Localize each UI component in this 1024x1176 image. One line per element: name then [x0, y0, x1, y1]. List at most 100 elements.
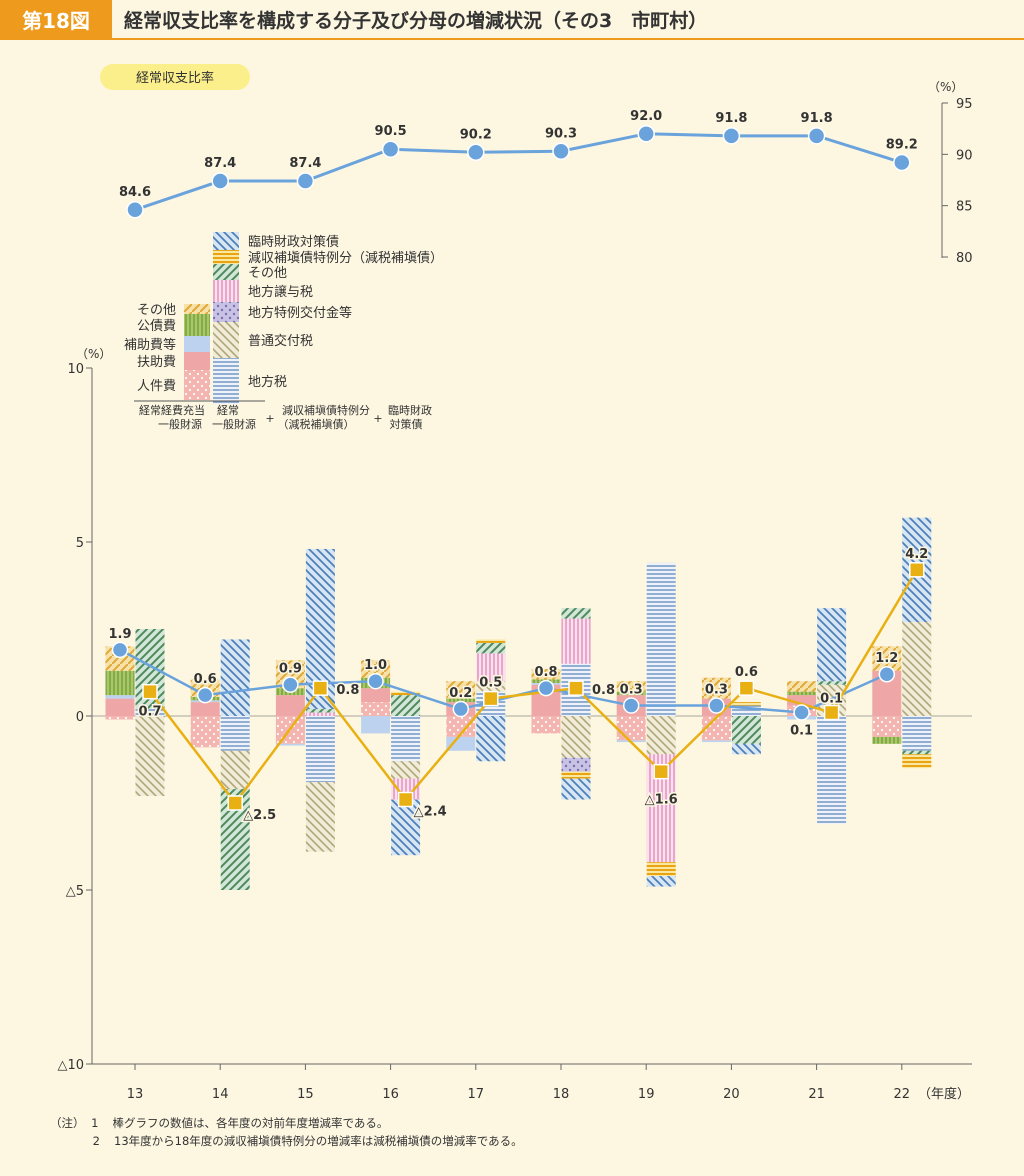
legend-swatch-numerator	[184, 304, 210, 314]
ratio-value-label: 92.0	[630, 109, 662, 124]
legend-swatch-numerator	[184, 352, 210, 370]
bar-denominator-rinji	[476, 716, 506, 762]
bar-denominator-rinji	[391, 799, 421, 856]
ratio-point	[637, 125, 655, 143]
numerator-point	[708, 697, 725, 714]
bar-denominator-futsu-kofuzei	[476, 681, 506, 692]
ratio-point	[211, 172, 229, 190]
bar-numerator-hojohi	[361, 716, 391, 734]
note-number: 2	[92, 1134, 100, 1148]
legend-swatch-denominator	[213, 232, 239, 250]
bar-denominator-rinji	[646, 876, 676, 887]
bar-denominator-rinji	[561, 778, 591, 800]
legend-label-denominator: その他	[248, 266, 287, 281]
bar-numerator-sonota-num	[616, 681, 646, 692]
bar-denominator-chihozei	[731, 705, 761, 716]
legend-label-denominator: 地方特例交付金等	[248, 305, 352, 321]
legend-swatch-denominator	[213, 358, 239, 404]
bar-denominator-genshu	[476, 639, 506, 643]
ratio-point	[296, 172, 315, 190]
bar-denominator-sonota-den	[902, 750, 932, 755]
legend-label-numerator: 公債費	[137, 319, 176, 334]
numerator-value-label: 0.9	[279, 662, 302, 677]
numerator-value-label: 0.2	[449, 686, 472, 701]
legend-label-denominator: 普通交付税	[248, 333, 313, 349]
numerator-value-label: 0.1	[790, 724, 813, 739]
ratio-value-label: 87.4	[204, 156, 236, 171]
change-x-tick-label: 17	[468, 1087, 485, 1102]
ratio-y-tick-label: 80	[956, 251, 973, 266]
change-x-unit: （年度）	[918, 1086, 970, 1102]
change-x-tick-label: 21	[808, 1087, 825, 1102]
bar-denominator-genshu	[391, 691, 421, 696]
bar-numerator-sonota-num	[787, 681, 817, 692]
ratio-point	[807, 127, 826, 145]
denominator-value-label: △2.4	[414, 805, 447, 820]
bar-denominator-rinji	[220, 639, 250, 716]
bar-numerator-kosaihi	[105, 670, 135, 696]
numerator-value-label: 0.8	[534, 665, 557, 680]
note-1: （注） 1 棒グラフの数値は、各年度の対前年度増減率である。	[50, 1114, 523, 1132]
ratio-line-chart: 経常収支比率 80 85 90 95 （%） 84.6 87.4 87.4 90.5 90.2 90.…	[100, 64, 973, 266]
numerator-point	[793, 704, 810, 721]
bar-denominator-sonota-den	[476, 642, 506, 654]
bar-denominator-genshu	[561, 771, 591, 779]
bar-denominator-futsu-kofuzei	[902, 622, 932, 716]
legend-caption-numerator: 経常経費充当	[139, 403, 205, 417]
denominator-change-line	[149, 569, 918, 806]
bar-denominator-futsu-kofuzei	[391, 761, 421, 779]
numerator-point	[367, 672, 384, 690]
bar-denominator-futsu-kofuzei	[305, 782, 335, 852]
denominator-value-label: △1.6	[645, 793, 678, 808]
change-x-tick-label: 15	[297, 1087, 314, 1102]
legend-caption-genshu: （減税補塡債）	[278, 417, 355, 431]
denominator-value-label: 0.8	[592, 683, 615, 698]
numerator-point	[878, 665, 896, 683]
legend-swatch-numerator	[184, 370, 210, 400]
numerator-value-label: 1.9	[108, 627, 131, 642]
denominator-point	[142, 683, 158, 700]
legend-label-denominator: 臨時財政対策債	[248, 234, 339, 250]
bar-numerator-jinkenhi	[872, 716, 902, 737]
legend-swatch-numerator	[184, 336, 210, 352]
denominator-point	[397, 791, 414, 808]
denominator-point	[568, 680, 584, 696]
ratio-value-label: 89.2	[886, 138, 918, 153]
ratio-y-tick-label: 90	[956, 148, 973, 163]
bar-denominator-futsu-kofuzei	[561, 716, 591, 758]
legend-swatch-denominator	[213, 264, 239, 280]
change-y-tick-label: 5	[76, 536, 84, 551]
bar-denominator-joyozei	[305, 712, 335, 716]
ratio-point	[126, 201, 144, 219]
numerator-point	[111, 641, 129, 659]
denominator-value-label: 0.6	[735, 665, 758, 680]
denominator-point	[483, 690, 499, 707]
bar-denominator-rinji	[817, 608, 847, 682]
legend-swatch-denominator	[213, 280, 239, 302]
bar-denominator-tokurei-kofukin	[561, 757, 591, 772]
bar-numerator-fujohi	[190, 702, 220, 716]
figure-number: 第18図	[0, 0, 112, 38]
bar-denominator-chihozei	[902, 716, 932, 751]
bar-denominator-rinji	[731, 743, 761, 755]
numerator-change-line	[119, 648, 888, 714]
ratio-value-label: 91.8	[715, 111, 747, 126]
denominator-value-label: 0.8	[336, 683, 359, 698]
numerator-point	[537, 679, 555, 697]
chart-area: 経常収支比率 80 85 90 95 （%） 84.6 87.4 87.4 90.5 90.2 90.…	[57, 64, 973, 1102]
note-number: 1	[91, 1116, 99, 1130]
ratio-value-label: 90.3	[545, 126, 577, 141]
legend-caption-genshu: 減収補塡債特例分	[282, 403, 370, 417]
legend-plus: +	[265, 412, 274, 425]
legend-label-numerator: その他	[137, 303, 176, 318]
bar-numerator-fujohi	[361, 688, 391, 703]
bar-numerator-kosaihi	[446, 698, 476, 703]
ratio-value-label: 90.5	[375, 124, 407, 139]
bar-denominator-sonota-den	[561, 608, 591, 619]
change-x-tick-label: 22	[894, 1087, 911, 1102]
note-text: 棒グラフの数値は、各年度の対前年度増減率である。	[112, 1116, 389, 1130]
bar-numerator-fujohi	[105, 698, 135, 716]
denominator-point	[738, 680, 755, 696]
legend-swatch-denominator	[213, 322, 239, 358]
bar-denominator-chihozei	[646, 562, 676, 716]
